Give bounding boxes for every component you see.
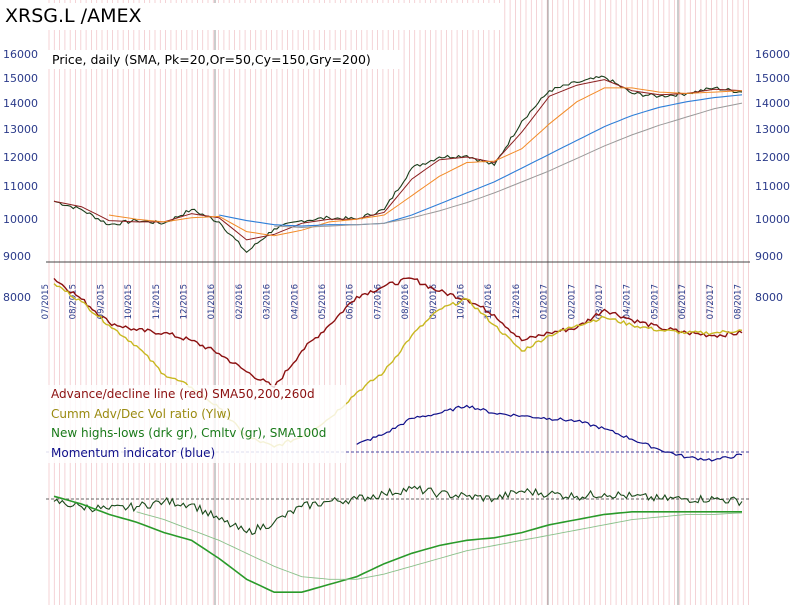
x-tick-label: 07/2016	[373, 284, 383, 319]
y-tick-label-right: 8000	[755, 291, 783, 304]
x-tick-label: 05/2016	[318, 284, 328, 319]
x-tick-label: 10/2015	[124, 284, 134, 319]
y-tick-label-left: 12000	[3, 151, 38, 164]
x-tick-label: 03/2016	[263, 284, 273, 319]
y-tick-label-left: 14000	[3, 97, 38, 110]
y-tick-label-right: 11000	[755, 180, 790, 193]
x-tick-label: 08/2017	[734, 284, 744, 319]
y-tick-label-right: 10000	[755, 213, 790, 226]
x-tick-label: 08/2015	[69, 284, 79, 319]
series-sma150	[218, 94, 743, 227]
x-axis: 07/2015 08/2015 09/2015 10/2015 11/2015 12/20…	[41, 284, 744, 319]
x-tick-label: 02/2017	[567, 284, 577, 319]
x-tick-label: 09/2015	[96, 284, 106, 319]
x-tick-label: 08/2016	[401, 284, 411, 319]
y-axis-left: 16000 15000 14000 13000 12000 11000 10000 9000 8…	[3, 48, 38, 304]
x-tick-label: 04/2016	[290, 284, 300, 319]
y-tick-label-left: 16000	[3, 48, 38, 61]
x-tick-label: 07/2017	[706, 284, 716, 319]
x-tick-label: 01/2017	[540, 284, 550, 319]
x-tick-label: 11/2015	[152, 284, 162, 319]
legend-entry-vol-ratio: Cumm Adv/Dec Vol ratio (Ylw)	[51, 406, 232, 421]
x-tick-label: 11/2016	[484, 284, 494, 319]
legend: Advance/decline line (red) SMA50,200,260…	[46, 385, 346, 463]
x-tick-label: 12/2016	[512, 284, 522, 319]
series-sma20	[53, 79, 743, 241]
y-tick-label-right: 14000	[755, 97, 790, 110]
legend-entry-momentum: Momentum indicator (blue)	[51, 445, 216, 460]
x-tick-label: 05/2017	[650, 284, 660, 319]
x-tick-label: 07/2015	[41, 284, 51, 319]
y-tick-label-right: 13000	[755, 123, 790, 136]
y-tick-label-left: 15000	[3, 72, 38, 85]
series-sma200	[274, 102, 743, 229]
y-tick-label-right: 15000	[755, 72, 790, 85]
legend-entry-highs-lows: New highs-lows (drk gr), Cmltv (gr), SMA…	[51, 426, 327, 440]
grid-lines	[46, 0, 750, 605]
plot-background	[46, 0, 750, 605]
x-tick-label: 02/2016	[235, 284, 245, 319]
x-tick-label: 04/2017	[623, 284, 633, 319]
y-axis-right: 16000 15000 14000 13000 12000 11000 10000 9000 8…	[755, 48, 790, 304]
legend-entry-ad-line: Advance/decline line (red) SMA50,200,260…	[51, 387, 315, 401]
x-tick-label: 10/2016	[457, 284, 467, 319]
y-tick-label-left: 13000	[3, 123, 38, 136]
y-tick-label-left: 9000	[3, 250, 31, 263]
series-lines	[53, 75, 743, 594]
x-tick-label: 09/2016	[429, 284, 439, 319]
series-advance-decline-line	[53, 277, 743, 389]
series-cumm-adv-dec-vol-ratio	[53, 283, 743, 448]
chart-subtitle: Price, daily (SMA, Pk=20,Or=50,Cy=150,Gr…	[47, 50, 400, 69]
x-tick-label: 12/2015	[180, 284, 190, 319]
y-tick-label-left: 10000	[3, 213, 38, 226]
y-tick-label-right: 9000	[755, 250, 783, 263]
y-tick-label-right: 12000	[755, 151, 790, 164]
series-momentum-indicator	[356, 404, 743, 462]
x-tick-label: 06/2016	[346, 284, 356, 319]
y-tick-label-left: 8000	[3, 291, 31, 304]
y-tick-label-right: 16000	[755, 48, 790, 61]
series-new-highs-lows	[53, 485, 743, 536]
chart-title: XRSG.L /AMEX	[0, 3, 500, 30]
x-tick-label: 01/2016	[207, 284, 217, 319]
x-tick-label: 03/2017	[595, 284, 605, 319]
x-tick-label: 06/2017	[678, 284, 688, 319]
series-cumulative	[53, 495, 742, 594]
series-sma100d	[136, 511, 743, 580]
series-sma50	[108, 87, 743, 237]
y-tick-label-left: 11000	[3, 180, 38, 193]
